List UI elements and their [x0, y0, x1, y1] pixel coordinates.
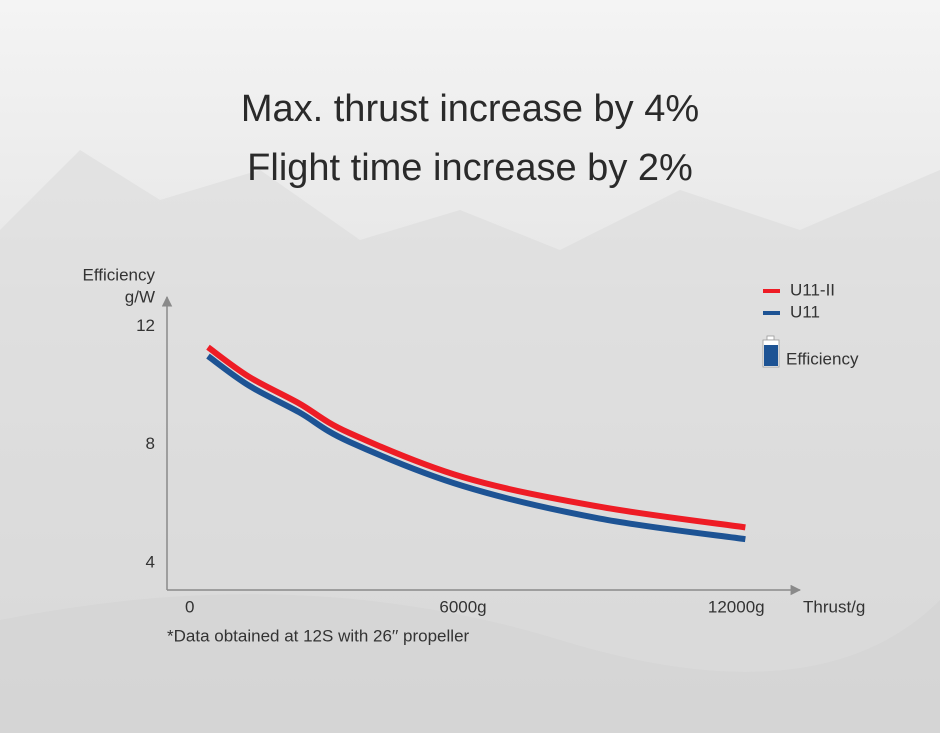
chart-title: Max. thrust increase by 4%: [241, 88, 699, 130]
x-tick-label: 0: [185, 597, 194, 616]
legend-battery-fill: [764, 345, 778, 366]
footnote: *Data obtained at 12S with 26′′ propelle…: [167, 626, 470, 645]
y-axis-unit: g/W: [125, 287, 155, 306]
y-tick-label: 8: [146, 434, 155, 453]
x-axis-label: Thrust/g: [803, 597, 865, 616]
x-tick-label: 12000g: [708, 597, 765, 616]
y-tick-label: 4: [146, 552, 155, 571]
legend-label: U11-II: [790, 280, 835, 299]
legend-label: U11: [790, 302, 820, 321]
x-tick-label: 6000g: [439, 597, 486, 616]
y-axis-label: Efficiency: [83, 265, 156, 284]
legend-battery-cap: [766, 335, 775, 341]
series-line: [206, 344, 746, 531]
y-tick-label: 12: [136, 316, 155, 335]
mountain-silhouette: [0, 150, 940, 733]
valley-silhouette: [0, 594, 940, 733]
legend-label: Efficiency: [786, 349, 859, 368]
chart-subtitle: Flight time increase by 2%: [247, 147, 693, 189]
series-line: [206, 353, 746, 543]
